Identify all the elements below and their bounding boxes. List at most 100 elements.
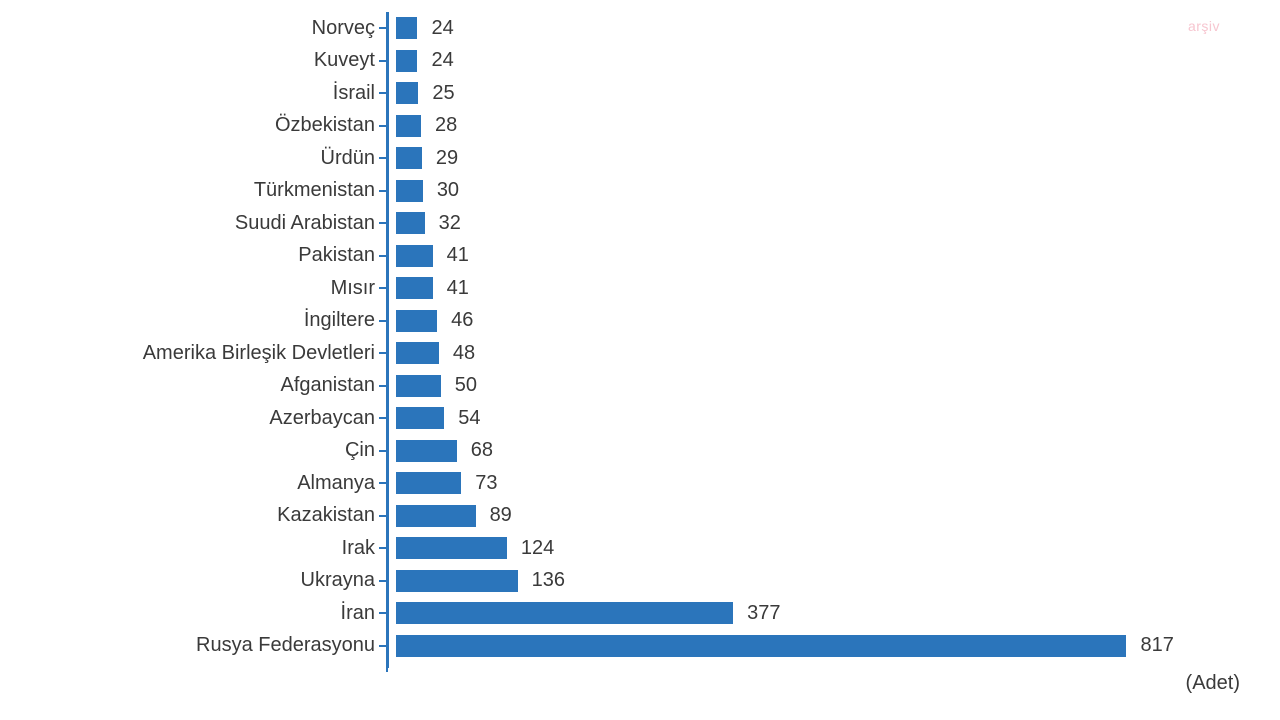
category-label: Pakistan [0, 244, 385, 267]
axis-tick [379, 385, 389, 387]
category-label: İsrail [0, 82, 385, 105]
value-label: 54 [458, 407, 480, 430]
value-label: 25 [432, 82, 454, 105]
table-row: Almanya 73 [0, 467, 1280, 500]
category-label: Suudi Arabistan [0, 212, 385, 235]
axis-tick [379, 157, 389, 159]
bar [396, 50, 417, 72]
category-label: Azerbaycan [0, 407, 385, 430]
bar [396, 602, 733, 624]
value-label: 41 [447, 277, 469, 300]
category-label: Almanya [0, 472, 385, 495]
table-row: Azerbaycan 54 [0, 402, 1280, 435]
bar [396, 82, 418, 104]
bar [396, 440, 457, 462]
chart-rows: Norveç24Kuveyt24 İsrail 25 Özbekistan 28 Ürdü… [0, 12, 1280, 662]
bar-area: 73 [396, 467, 1280, 500]
value-label: 24 [431, 17, 453, 40]
bar-area: 28 [396, 110, 1280, 143]
bar [396, 407, 444, 429]
axis-tick [379, 222, 389, 224]
table-row: Özbekistan 28 [0, 110, 1280, 143]
table-row: Norveç24 [0, 12, 1280, 45]
bar-area: 136 [396, 565, 1280, 598]
table-row: Kazakistan 89 [0, 500, 1280, 533]
table-row: Türkmenistan 30 [0, 175, 1280, 208]
table-row: Suudi Arabistan 32 [0, 207, 1280, 240]
axis-tick [379, 255, 389, 257]
bar [396, 570, 518, 592]
category-label: İran [0, 602, 385, 625]
value-label: 48 [453, 342, 475, 365]
table-row: Ürdün 29 [0, 142, 1280, 175]
axis-tick [379, 547, 389, 549]
bar [396, 245, 433, 267]
bar-area: 24 [396, 45, 1280, 78]
axis-tick [379, 92, 389, 94]
axis-tick [379, 450, 389, 452]
bar-area: 30 [396, 175, 1280, 208]
value-label: 28 [435, 114, 457, 137]
category-label: Özbekistan [0, 114, 385, 137]
category-label: Kazakistan [0, 504, 385, 527]
bar-area: 32 [396, 207, 1280, 240]
value-label: 124 [521, 537, 554, 560]
bar [396, 17, 417, 39]
bar-area: 54 [396, 402, 1280, 435]
bar [396, 115, 421, 137]
axis-tick [379, 27, 389, 29]
value-label: 30 [437, 179, 459, 202]
axis-tick [379, 125, 389, 127]
table-row: Mısır 41 [0, 272, 1280, 305]
bar [396, 212, 425, 234]
value-label: 68 [471, 439, 493, 462]
bar [396, 505, 476, 527]
bar-area: 377 [396, 597, 1280, 630]
table-row: Ukrayna 136 [0, 565, 1280, 598]
bar [396, 310, 437, 332]
category-label: Mısır [0, 277, 385, 300]
category-label: Ürdün [0, 147, 385, 170]
bar [396, 342, 439, 364]
bar-area: 50 [396, 370, 1280, 403]
category-label: Amerika Birleşik Devletleri [0, 342, 385, 365]
category-label: İngiltere [0, 309, 385, 332]
table-row: Amerika Birleşik Devletleri 48 [0, 337, 1280, 370]
bar [396, 180, 423, 202]
unit-label: (Adet) [1186, 672, 1240, 695]
axis-tick [379, 320, 389, 322]
category-label: Irak [0, 537, 385, 560]
table-row: Kuveyt24 [0, 45, 1280, 78]
y-axis [386, 12, 389, 668]
table-row: Rusya Federasyonu817 [0, 630, 1280, 663]
axis-tick [379, 580, 389, 582]
table-row: Çin 68 [0, 435, 1280, 468]
category-label: Ukrayna [0, 569, 385, 592]
axis-tick [379, 515, 389, 517]
bar-area: 68 [396, 435, 1280, 468]
bar [396, 472, 461, 494]
bar [396, 147, 422, 169]
value-label: 89 [490, 504, 512, 527]
value-label: 50 [455, 374, 477, 397]
axis-tick [379, 190, 389, 192]
bar-area: 24 [396, 12, 1280, 45]
value-label: 817 [1140, 634, 1173, 657]
bar-area: 48 [396, 337, 1280, 370]
bar [396, 375, 441, 397]
table-row: İsrail 25 [0, 77, 1280, 110]
bar-area: 89 [396, 500, 1280, 533]
table-row: Pakistan 41 [0, 240, 1280, 273]
value-label: 136 [532, 569, 565, 592]
category-label: Türkmenistan [0, 179, 385, 202]
axis-bottom-tick [386, 662, 388, 672]
value-label: 377 [747, 602, 780, 625]
bar-area: 41 [396, 272, 1280, 305]
axis-tick [379, 352, 389, 354]
bar-area: 41 [396, 240, 1280, 273]
value-label: 24 [431, 49, 453, 72]
axis-tick [379, 287, 389, 289]
category-label: Çin [0, 439, 385, 462]
table-row: Afganistan50 [0, 370, 1280, 403]
bar-area: 29 [396, 142, 1280, 175]
